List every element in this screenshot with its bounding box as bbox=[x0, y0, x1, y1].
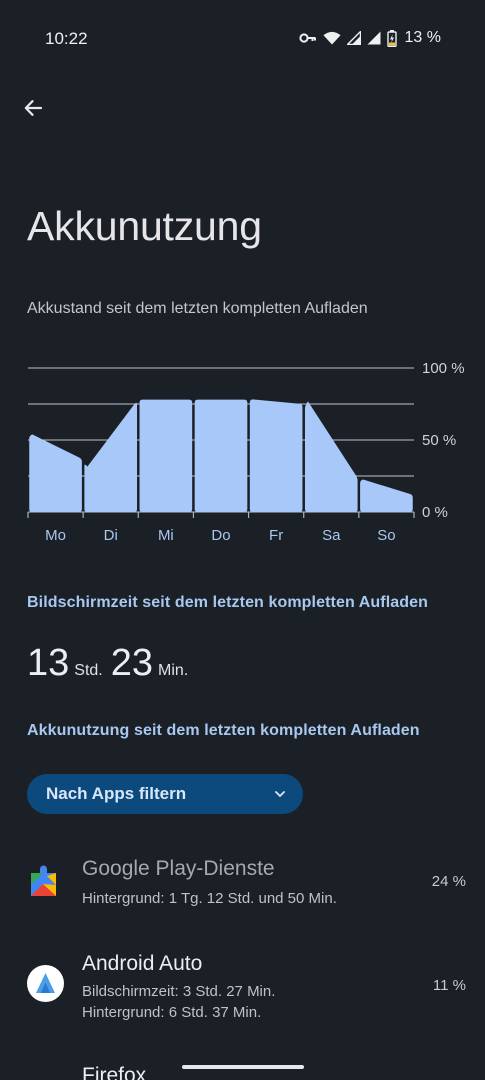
home-indicator[interactable] bbox=[182, 1065, 304, 1069]
google-play-services-icon bbox=[31, 865, 56, 896]
chart-bar-di bbox=[84, 402, 138, 512]
screen-time-minutes-unit: Min. bbox=[158, 662, 189, 679]
chevron-down-icon bbox=[275, 791, 285, 797]
status-icons: 13 % bbox=[298, 29, 441, 47]
battery-percent: 13 % bbox=[404, 29, 441, 46]
x-tick-label: Do bbox=[211, 527, 230, 544]
x-tick-label: Di bbox=[104, 527, 118, 544]
x-tick-label: Sa bbox=[322, 527, 341, 544]
app-detail-background: Hintergrund: 1 Tg. 12 Std. und 50 Min. bbox=[82, 890, 337, 907]
chart-bar-sa bbox=[304, 401, 358, 512]
battery-usage-header: Akkunutzung seit dem letzten kompletten … bbox=[27, 722, 420, 739]
screen-time-minutes: 23 bbox=[110, 642, 154, 684]
battery-charging-icon bbox=[386, 29, 397, 47]
app-detail-background: Hintergrund: 6 Std. 37 Min. bbox=[82, 1004, 262, 1021]
app-detail-screen-time: Bildschirmzeit: 3 Std. 27 Min. bbox=[82, 983, 276, 1000]
app-name: Firefox bbox=[82, 1064, 147, 1080]
chart-bar-so bbox=[360, 479, 413, 512]
app-name: Google Play-Dienste bbox=[82, 857, 275, 880]
x-tick-label: Mi bbox=[158, 527, 174, 544]
chart-bar-fr bbox=[249, 399, 303, 512]
page-title: Akkunutzung bbox=[27, 203, 262, 249]
battery-level-chart[interactable]: 100 % 50 % 0 % Mo Di Mi Do Fr Sa So bbox=[0, 350, 485, 550]
y-tick-label: 0 % bbox=[422, 504, 448, 521]
filter-label: Nach Apps filtern bbox=[46, 784, 187, 803]
screen-time-header: Bildschirmzeit seit dem letzten komplett… bbox=[27, 594, 429, 611]
chart-bar-mi bbox=[139, 399, 193, 512]
screen-time-hours-unit: Std. bbox=[74, 662, 103, 679]
android-auto-icon bbox=[27, 965, 64, 1002]
arrow-back-icon bbox=[24, 100, 43, 116]
app-item-firefox[interactable]: Firefox bbox=[0, 1050, 485, 1080]
chart-subtitle: Akkustand seit dem letzten kompletten Au… bbox=[27, 300, 368, 317]
chart-bar-mo bbox=[29, 434, 82, 512]
screen-time-value: 13 Std. 23 Min. bbox=[27, 642, 196, 685]
chart-bar-do bbox=[194, 399, 248, 512]
y-tick-label: 50 % bbox=[422, 432, 456, 449]
filter-apps-dropdown[interactable]: Nach Apps filtern bbox=[27, 774, 303, 814]
back-button[interactable] bbox=[16, 90, 50, 126]
y-tick-label: 100 % bbox=[422, 360, 465, 377]
app-percent: 11 % bbox=[432, 977, 466, 994]
x-tick-label: Fr bbox=[269, 527, 283, 544]
vpn-key-icon bbox=[298, 33, 316, 43]
status-time: 10:22 bbox=[45, 29, 88, 48]
x-tick-label: So bbox=[377, 527, 395, 544]
app-percent: 24 % bbox=[431, 873, 466, 890]
status-bar: 10:22 13 % bbox=[0, 0, 485, 78]
screen-time-hours: 13 bbox=[27, 642, 70, 684]
signal-icon bbox=[367, 31, 381, 45]
x-tick-label: Mo bbox=[45, 527, 66, 544]
app-name: Android Auto bbox=[82, 952, 203, 975]
app-item-android-auto[interactable]: Android Auto Bildschirmzeit: 3 Std. 27 M… bbox=[0, 940, 485, 1030]
signal-icon bbox=[346, 31, 361, 45]
wifi-icon bbox=[323, 31, 341, 45]
app-item-google-play-services[interactable]: Google Play-Dienste Hintergrund: 1 Tg. 1… bbox=[0, 848, 485, 918]
